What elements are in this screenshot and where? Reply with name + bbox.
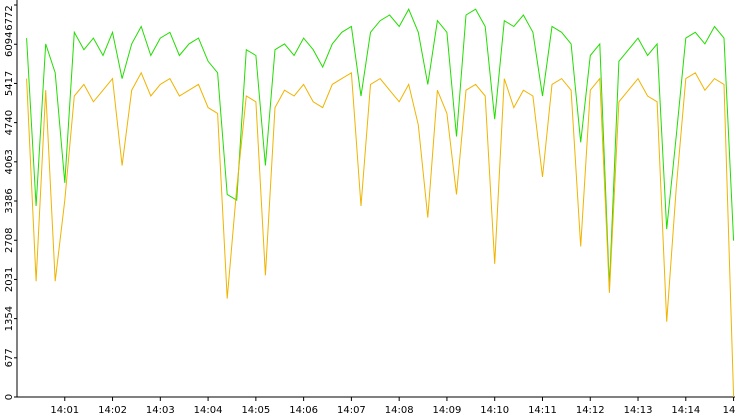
y-tick-label: 677 xyxy=(4,348,15,367)
series-line xyxy=(26,8,735,288)
x-tick-label: 14:13 xyxy=(624,405,653,415)
y-tick-label: 1354 xyxy=(4,306,15,331)
x-tick-label: 14 xyxy=(723,405,735,415)
x-tick-label: 14:07 xyxy=(337,405,366,415)
y-tick-label: 4063 xyxy=(4,149,15,174)
y-tick-label: 6772 xyxy=(4,5,15,30)
y-tick-label: 2708 xyxy=(4,228,15,253)
y-tick-label: 3386 xyxy=(4,188,15,213)
x-tick-label: 14:03 xyxy=(146,405,175,415)
y-tick-label: 5417 xyxy=(4,71,15,96)
x-tick-label: 14:08 xyxy=(385,405,414,415)
x-tick-label: 14:04 xyxy=(194,405,223,415)
x-tick-label: 14:05 xyxy=(241,405,270,415)
x-tick-label: 14:11 xyxy=(528,405,557,415)
x-tick-label: 14:14 xyxy=(671,405,700,415)
x-tick-label: 14:09 xyxy=(433,405,462,415)
x-tick-label: 14:10 xyxy=(480,405,509,415)
x-tick-label: 14:01 xyxy=(50,405,79,415)
y-tick-label: 0 xyxy=(4,394,15,400)
y-tick-label: 6094 xyxy=(4,32,15,57)
x-tick-label: 14:12 xyxy=(576,405,605,415)
y-tick-label: 4740 xyxy=(4,110,15,135)
y-tick-label: 2031 xyxy=(4,267,15,292)
x-tick-label: 14:02 xyxy=(98,405,127,415)
x-tick-label: 14:06 xyxy=(289,405,318,415)
series-line xyxy=(26,71,735,398)
